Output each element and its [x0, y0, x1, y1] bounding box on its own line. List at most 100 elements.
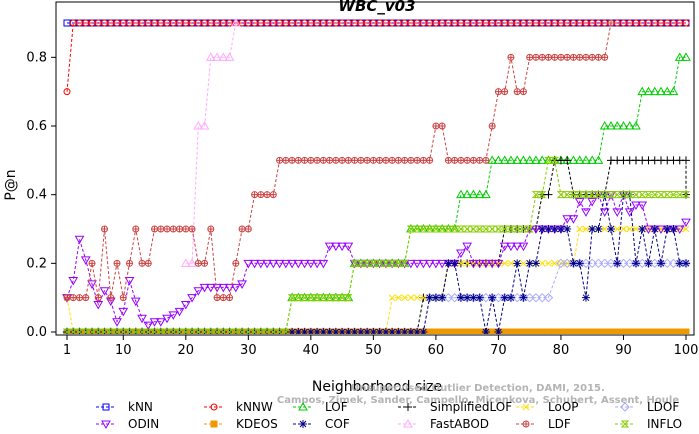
data-point [449, 292, 460, 303]
data-point [532, 328, 540, 334]
data-point [331, 328, 340, 334]
data-point [463, 156, 471, 164]
data-point [668, 258, 679, 269]
data-point [299, 259, 310, 269]
data-point [219, 294, 227, 302]
data-point [412, 259, 423, 269]
legend-label: kNN [128, 400, 153, 414]
data-point [625, 258, 635, 269]
data-point [224, 52, 235, 61]
data-point [594, 53, 602, 61]
data-point [319, 294, 328, 302]
data-point [500, 225, 509, 233]
data-point [563, 328, 571, 334]
data-point [657, 225, 665, 233]
data-point [112, 318, 122, 327]
data-point [269, 328, 278, 334]
legend-label: LOF [325, 400, 348, 414]
data-point [643, 86, 654, 96]
data-point [556, 225, 565, 233]
data-point [588, 53, 596, 61]
data-point [474, 259, 485, 269]
data-point [406, 328, 415, 334]
data-point [319, 156, 327, 164]
data-point [625, 191, 634, 199]
data-point [531, 225, 541, 235]
data-point [638, 191, 647, 199]
legend-label: FastABOD [430, 417, 489, 431]
data-point [205, 52, 216, 61]
data-point [343, 242, 354, 252]
data-point [144, 328, 153, 334]
data-point [69, 294, 77, 302]
data-point [531, 191, 541, 199]
data-point [593, 258, 604, 269]
data-point [519, 293, 528, 302]
legend-item-LoOP: LoOP [516, 400, 579, 414]
data-point [487, 292, 497, 303]
data-point [157, 225, 165, 233]
legend-item-COF: COF [293, 417, 350, 431]
data-point [63, 88, 71, 96]
data-point [657, 328, 665, 334]
data-point [638, 225, 647, 233]
data-point [613, 191, 622, 199]
data-point [244, 225, 252, 233]
legend-item-kNNW: kNNW [204, 400, 273, 414]
data-point [619, 328, 627, 334]
data-point [581, 258, 591, 269]
data-point [650, 225, 659, 233]
data-point [644, 191, 653, 199]
data-point [450, 259, 459, 268]
legend-item-kNN: kNN [96, 400, 153, 414]
x-tick-label: 50 [365, 343, 382, 358]
data-point [632, 225, 640, 233]
data-point [494, 225, 503, 233]
data-point [482, 156, 490, 164]
data-point [588, 225, 597, 233]
data-point [469, 225, 478, 233]
data-point [363, 156, 371, 164]
data-point [249, 259, 260, 269]
data-point [137, 314, 147, 324]
data-point [255, 259, 266, 269]
data-point [174, 307, 185, 317]
data-point [544, 53, 552, 61]
data-point [512, 292, 522, 303]
data-point [668, 86, 679, 96]
x-tick-label: 60 [428, 343, 445, 358]
data-point [362, 259, 372, 267]
data-point [199, 120, 210, 130]
data-point [200, 328, 209, 334]
data-point [468, 259, 479, 269]
data-point [624, 208, 635, 217]
data-point [375, 259, 384, 267]
data-point [462, 242, 473, 252]
data-point [562, 215, 573, 224]
data-point [499, 292, 510, 303]
data-point [526, 328, 534, 334]
data-point [187, 258, 197, 267]
data-point [568, 215, 579, 224]
data-point [119, 294, 127, 302]
data-point [130, 297, 141, 307]
data-point [519, 88, 527, 96]
data-point [569, 259, 578, 268]
credit-line-2: Campos, Zimek, Sander, Campello, Micenko… [277, 395, 679, 406]
x-axis: 1 10 20 30 40 50 60 70 80 90 100 [63, 335, 698, 358]
data-point [356, 259, 366, 267]
data-point [101, 225, 109, 233]
data-point [262, 259, 272, 269]
data-point [587, 155, 598, 164]
data-point [318, 259, 329, 269]
data-point [162, 328, 172, 334]
data-point [476, 259, 484, 267]
data-point [475, 225, 484, 233]
data-point [674, 52, 685, 61]
legend-item-INFLO: INFLO [615, 417, 682, 431]
data-point [151, 225, 159, 233]
data-point [631, 201, 641, 210]
legend-label: LDOF [647, 400, 679, 414]
data-point [682, 225, 690, 233]
data-point [319, 328, 328, 334]
